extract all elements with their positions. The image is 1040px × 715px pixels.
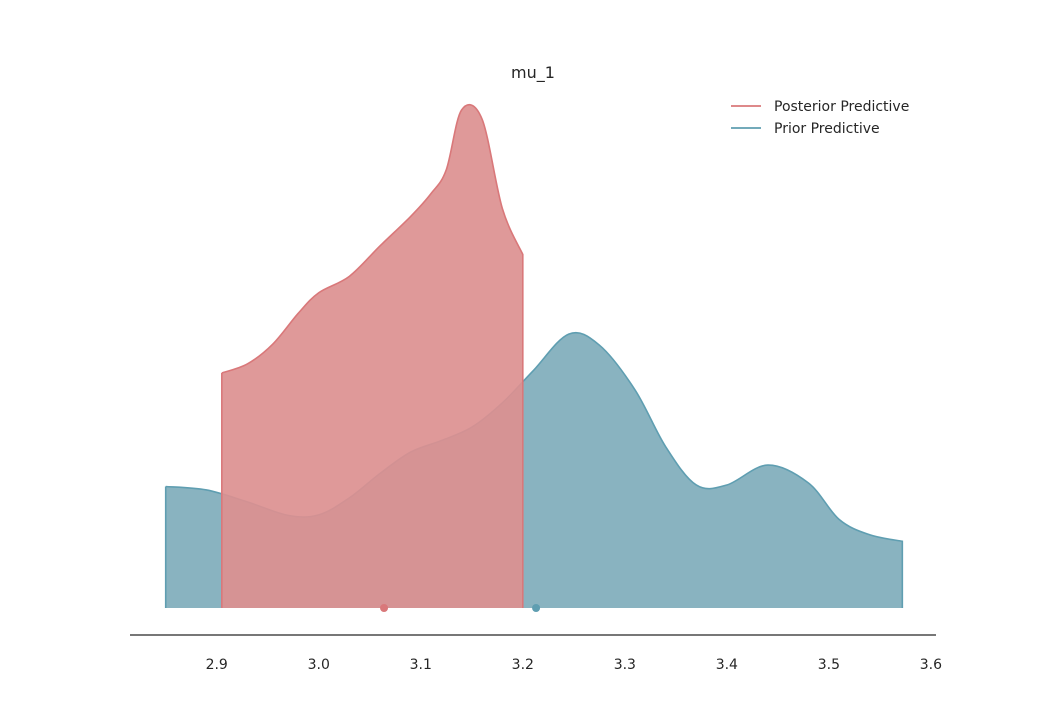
x-tick-label: 3.3: [614, 657, 636, 673]
x-tick-label: 3.2: [512, 657, 534, 673]
legend: Posterior Predictive Prior Predictive: [731, 99, 909, 137]
x-tick-label: 3.1: [410, 657, 432, 673]
posterior-predictive-area: [221, 104, 523, 608]
x-axis-ticks: 2.9 3.0 3.1 3.2 3.3 3.4 3.5 3.6: [206, 657, 943, 673]
legend-label-prior-predictive: Prior Predictive: [774, 121, 880, 137]
posterior-predictive-mean-marker: [380, 604, 389, 612]
x-tick-label: 3.4: [716, 657, 738, 673]
x-tick-label: 3.6: [920, 657, 942, 673]
legend-label-posterior-predictive: Posterior Predictive: [774, 99, 909, 115]
posterior-predictive-line: [221, 103, 524, 608]
series-layer: [164, 103, 904, 612]
prior-predictive-mean-marker: [532, 604, 541, 612]
x-tick-label: 3.0: [308, 657, 330, 673]
chart-title: mu_1: [511, 63, 555, 83]
x-tick-label: 3.5: [818, 657, 840, 673]
x-tick-label: 2.9: [206, 657, 228, 673]
